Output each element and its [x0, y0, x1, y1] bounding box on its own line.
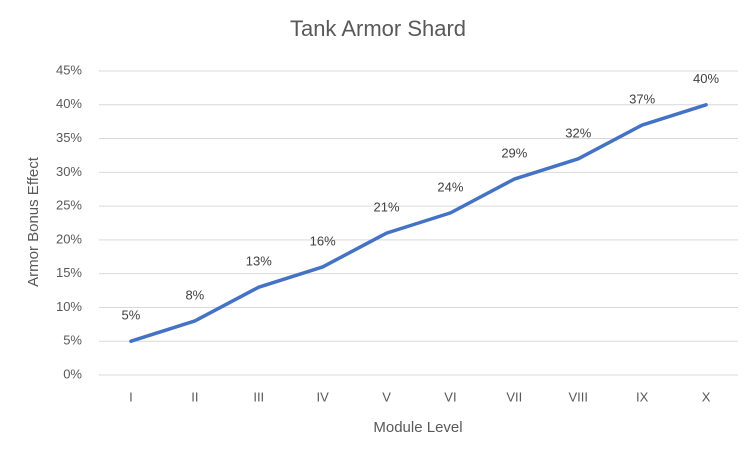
x-tick-label: VI [444, 389, 456, 404]
y-tick-label: 10% [56, 299, 82, 314]
x-tick-label: V [382, 389, 391, 404]
x-tick-label: X [702, 389, 711, 404]
data-label: 37% [629, 91, 655, 106]
x-tick-label: III [253, 389, 264, 404]
y-tick-label: 15% [56, 265, 82, 280]
x-tick-label: II [191, 389, 198, 404]
y-tick-label: 45% [56, 62, 82, 77]
x-tick-label: VIII [568, 389, 588, 404]
y-tick-label: 30% [56, 164, 82, 179]
data-label: 29% [501, 146, 527, 161]
y-tick-label: 40% [56, 96, 82, 111]
y-axis-title: Armor Bonus Effect [25, 156, 42, 287]
y-tick-label: 5% [63, 333, 82, 348]
x-tick-label: I [129, 389, 133, 404]
data-line [129, 103, 708, 343]
x-tick-label: VII [506, 389, 522, 404]
x-tick-label: IX [636, 389, 649, 404]
data-label: 8% [185, 287, 204, 302]
chart-title: Tank Armor Shard [290, 16, 466, 41]
y-tick-label: 25% [56, 198, 82, 213]
y-tick-label: 0% [63, 366, 82, 381]
data-label: 5% [122, 308, 141, 323]
data-label: 40% [693, 71, 719, 86]
data-label: 24% [437, 179, 463, 194]
x-axis-title: Module Level [373, 419, 462, 436]
data-label: 32% [565, 125, 591, 140]
data-label: 21% [374, 200, 400, 215]
data-label: 13% [246, 254, 272, 269]
y-tick-label: 35% [56, 130, 82, 145]
x-tick-label: IV [317, 389, 330, 404]
y-tick-label: 20% [56, 231, 82, 246]
data-label: 16% [310, 233, 336, 248]
